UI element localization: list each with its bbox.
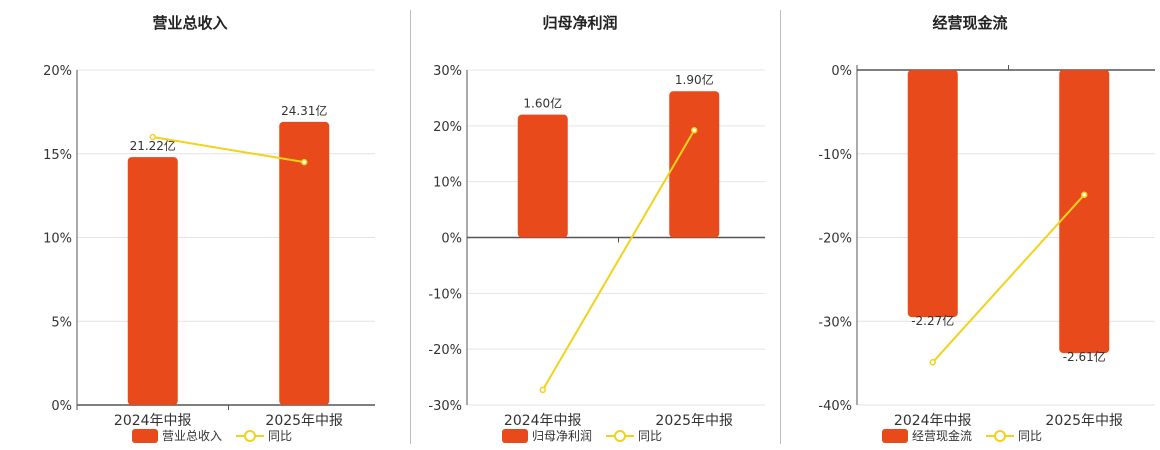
- y-tick-label: 30%: [433, 64, 462, 79]
- bar-data-label: -2.61亿: [1063, 349, 1106, 364]
- y-tick-label: -30%: [428, 399, 462, 414]
- y-tick-label: -40%: [818, 399, 852, 414]
- bar: [279, 121, 330, 406]
- y-tick-label: 15%: [43, 148, 72, 163]
- y-tick-label: 0%: [441, 232, 462, 247]
- yoy-line: [932, 194, 1085, 363]
- revenue-chart-svg: 0% 5% 10% 15% 20% 2024年中报 2025年中报 21.22亿 24.31亿: [43, 64, 375, 429]
- legend-bar-label: 归母净利润: [532, 429, 593, 443]
- y-tick-label: -20%: [818, 232, 852, 247]
- net-profit-chart-panel: 归母净利润 -30% -20% -10% 0% 10% 20% 30% 2024年中报 2025…: [395, 0, 765, 450]
- chart-title: 归母净利润: [542, 14, 618, 32]
- legend-bar-label: 营业总收入: [162, 429, 223, 443]
- yoy-line: [541, 129, 696, 391]
- yoy-point: [539, 386, 546, 394]
- yoy-point: [301, 158, 308, 166]
- y-tick-label: -10%: [428, 287, 462, 302]
- chart-legend: 营业总收入 同比: [132, 427, 292, 444]
- legend-line-swatch: [236, 429, 265, 443]
- yoy-point: [929, 359, 936, 366]
- x-tick-label: 2024年中报: [504, 413, 582, 429]
- y-tick-label: -20%: [428, 343, 462, 358]
- revenue-chart-panel: 营业总收入 0% 5% 10% 15% 20% 2024年中报 2025年中报 21.22亿 2…: [5, 0, 375, 450]
- x-tick-label: 2025年中报: [265, 413, 343, 429]
- yoy-point: [691, 127, 698, 134]
- y-tick-label: 10%: [433, 176, 462, 191]
- bar: [517, 114, 568, 238]
- yoy-point: [149, 133, 156, 141]
- cash-flow-chart-svg: -40% -30% -20% -10% 0% 2024年中报 2025年中报 -2.27亿 -2…: [818, 64, 1155, 429]
- legend-bar-label: 经营现金流: [912, 429, 973, 443]
- bar: [1059, 70, 1110, 354]
- y-tick-label: 20%: [43, 64, 72, 79]
- y-tick-label: 20%: [433, 120, 462, 135]
- legend-line-label: 同比: [638, 429, 663, 443]
- yoy-line: [152, 136, 305, 164]
- y-tick-label: -30%: [818, 315, 852, 330]
- legend-line-label: 同比: [268, 429, 293, 443]
- y-tick-label: 0%: [51, 399, 72, 414]
- legend-line-swatch: [606, 429, 635, 443]
- x-tick-label: 2024年中报: [114, 413, 192, 429]
- legend-bar-swatch: [502, 428, 528, 443]
- bar-data-label: 1.60亿: [523, 96, 562, 111]
- bar: [669, 91, 720, 238]
- y-tick-label: 10%: [43, 232, 72, 247]
- yoy-point: [1081, 191, 1088, 199]
- bar-data-label: 21.22亿: [130, 138, 176, 153]
- panel-divider: [410, 10, 411, 444]
- chart-title: 经营现金流: [932, 14, 1008, 32]
- x-tick-label: 2025年中报: [655, 413, 733, 429]
- y-tick-label: -10%: [818, 148, 852, 163]
- chart-legend: 归母净利润 同比: [502, 427, 662, 444]
- net-profit-chart-svg: -30% -20% -10% 0% 10% 20% 30% 2024年中报 2025年中报 1.6…: [428, 64, 765, 429]
- legend-line-swatch: [986, 429, 1015, 443]
- bar: [907, 70, 958, 318]
- bar: [127, 157, 178, 405]
- bar-data-label: -2.27亿: [911, 313, 954, 328]
- y-tick-label: 5%: [51, 315, 72, 330]
- chart-legend: 经营现金流 同比: [882, 427, 1042, 444]
- legend-bar-swatch: [132, 428, 158, 443]
- x-tick-label: 2025年中报: [1045, 413, 1123, 429]
- chart-title: 营业总收入: [152, 14, 228, 32]
- legend-line-label: 同比: [1018, 429, 1043, 443]
- bar-data-label: 24.31亿: [281, 103, 327, 118]
- x-tick-label: 2024年中报: [894, 413, 972, 429]
- panel-divider: [780, 10, 781, 444]
- bar-data-label: 1.90亿: [675, 72, 714, 87]
- legend-bar-swatch: [882, 428, 908, 443]
- cash-flow-chart-panel: 经营现金流 -40% -30% -20% -10% 0% 2024年中报 2025年中报 -2…: [785, 0, 1155, 450]
- y-tick-label: 0%: [831, 64, 852, 79]
